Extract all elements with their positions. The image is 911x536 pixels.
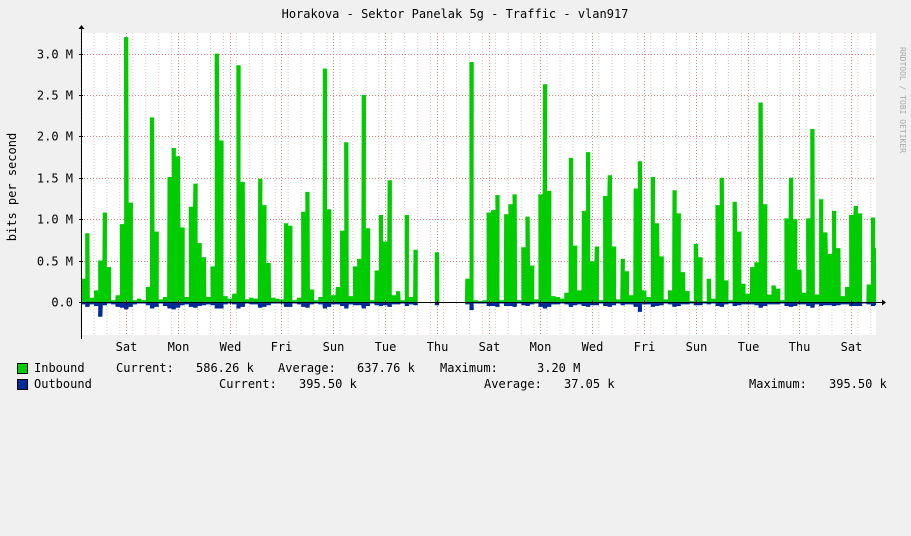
outbound-swatch (17, 379, 28, 390)
series-outbound (81, 301, 876, 317)
y-axis-label: bits per second (5, 133, 19, 241)
traffic-chart: Horakova - Sektor Panelak 5g - Traffic -… (0, 7, 911, 392)
chart-svg: Horakova - Sektor Panelak 5g - Traffic -… (5, 7, 907, 355)
series-layer (81, 37, 876, 317)
y-tick-label: 3.0 M (37, 48, 73, 62)
x-axis-arrow (882, 299, 886, 306)
inbound-current-value: 586.26 k (196, 361, 254, 375)
series-area-inbound (81, 37, 876, 302)
axis-layer (78, 25, 886, 339)
outbound-current-label: Current: (219, 377, 277, 391)
x-tick-label: Wed (582, 340, 604, 354)
x-tick-label: Mon (168, 340, 190, 354)
outbound-current-value: 395.50 k (299, 377, 357, 391)
outbound-legend-name: Outbound (34, 377, 92, 391)
tick-label-layer: 0.0 0.5 M 1.0 M 1.5 M 2.0 M 2.5 M 3.0 M Sat Mon W… (37, 48, 862, 355)
inbound-maximum-label: Maximum: (440, 361, 498, 375)
x-tick-label: Sun (323, 340, 345, 354)
outbound-average-value: 37.05 k (564, 377, 615, 391)
y-tick-label: 0.0 (51, 296, 73, 310)
outbound-maximum-value: 395.50 k (829, 377, 887, 391)
y-tick-label: 2.0 M (37, 130, 73, 144)
y-tick-label: 2.5 M (37, 89, 73, 103)
outbound-average-label: Average: (484, 377, 542, 391)
inbound-swatch (17, 363, 28, 374)
series-inbound (81, 37, 876, 302)
inbound-average-value: 637.76 k (357, 361, 415, 375)
x-tick-label: Sat (116, 340, 138, 354)
x-tick-label: Tue (375, 340, 397, 354)
x-tick-label: Thu (427, 340, 449, 354)
x-tick-label: Tue (738, 340, 760, 354)
inbound-current-label: Current: (116, 361, 174, 375)
y-tick-label: 0.5 M (37, 255, 73, 269)
x-tick-label: Thu (789, 340, 811, 354)
x-tick-label: Sat (479, 340, 501, 354)
outbound-maximum-label: Maximum: (749, 377, 807, 391)
chart-title: Horakova - Sektor Panelak 5g - Traffic -… (282, 7, 629, 21)
y-axis-arrow (78, 25, 85, 29)
x-tick-label: Mon (530, 340, 552, 354)
inbound-average-label: Average: (278, 361, 336, 375)
x-tick-label: Sun (686, 340, 708, 354)
legend-row-outbound: Outbound Current: 395.50 k Average: 37.0… (0, 376, 911, 392)
series-area-outbound (81, 301, 876, 317)
legend-row-inbound: Inbound Current: 586.26 k Average: 637.7… (0, 360, 911, 376)
y-tick-label: 1.5 M (37, 172, 73, 186)
inbound-legend-name: Inbound (34, 361, 85, 375)
y-tick-label: 1.0 M (37, 213, 73, 227)
rrdtool-watermark: RRDTOOL / TOBI OETIKER (898, 47, 907, 153)
x-tick-label: Fri (271, 340, 293, 354)
x-tick-label: Wed (220, 340, 242, 354)
x-tick-label: Fri (634, 340, 656, 354)
x-tick-label: Sat (841, 340, 863, 354)
inbound-maximum-value: 3.20 M (537, 361, 581, 375)
